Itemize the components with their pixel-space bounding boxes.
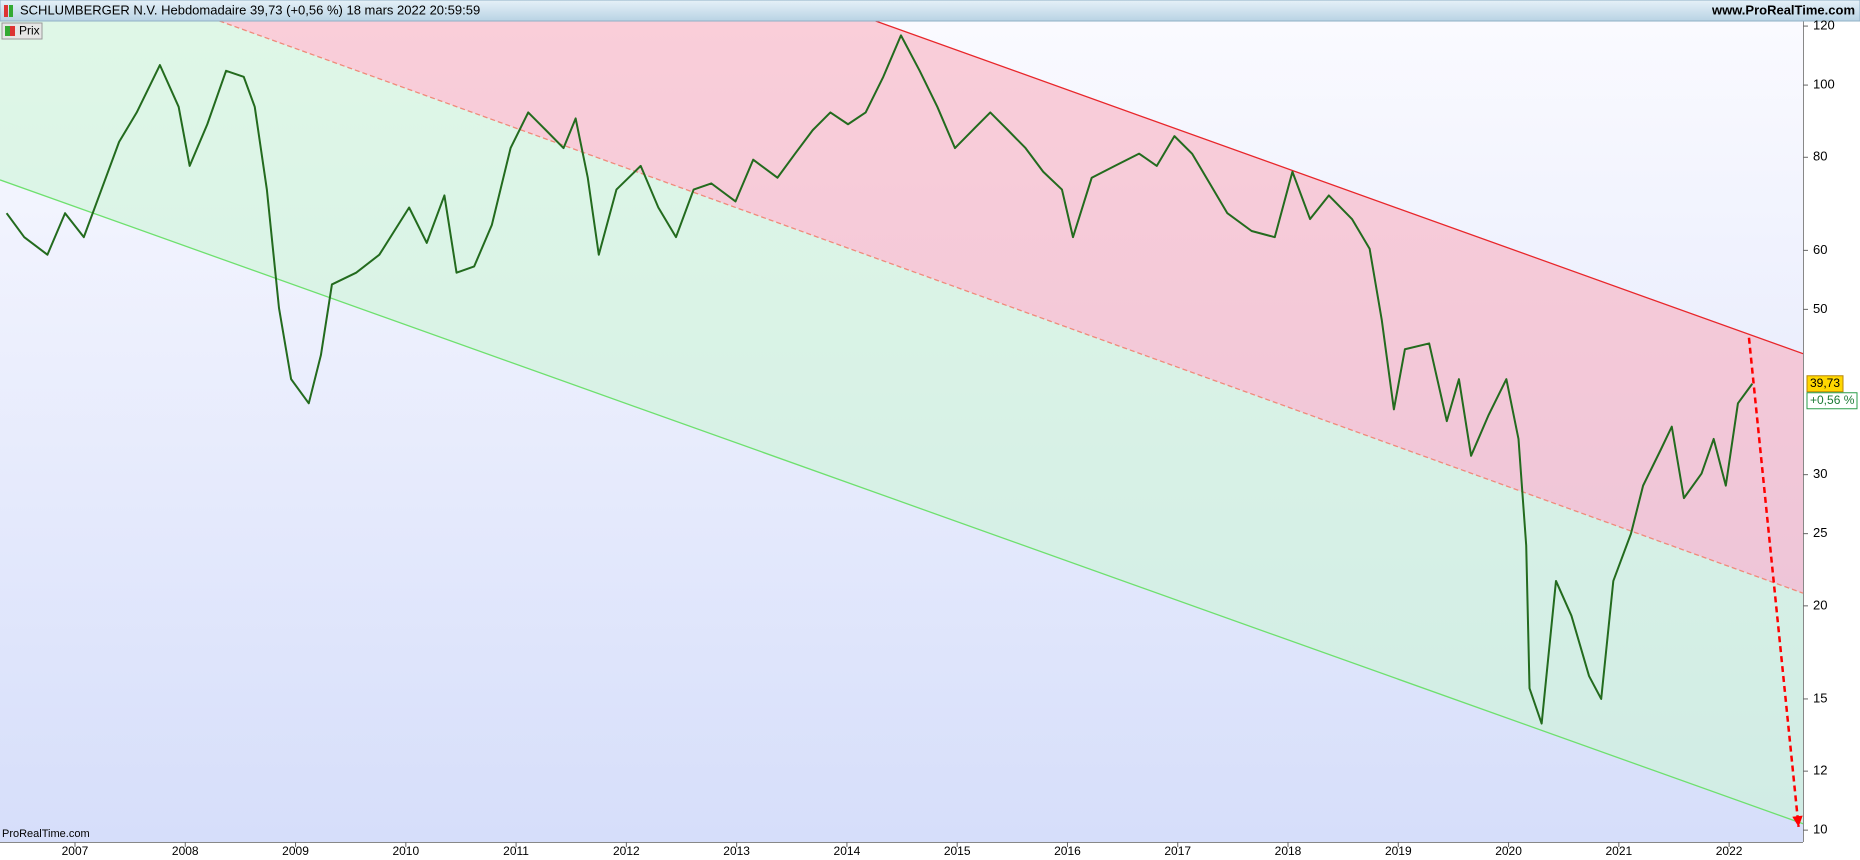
x-tick-label: 2021 [1605, 844, 1632, 858]
y-tick-label: 100 [1813, 77, 1835, 92]
channel-band [0, 21, 1803, 824]
channel-line [219, 21, 1803, 594]
x-tick-label: 2022 [1716, 844, 1743, 858]
title-bar [0, 0, 1860, 22]
x-tick-label: 2020 [1495, 844, 1522, 858]
arrow-head [1792, 815, 1803, 827]
x-tick-label: 2010 [392, 844, 419, 858]
site-link[interactable]: www.ProRealTime.com [1711, 2, 1855, 17]
logo-icon [4, 5, 8, 17]
last-price-label: 39,73 [1810, 376, 1840, 390]
y-tick-label: 10 [1813, 822, 1827, 837]
y-tick-label: 80 [1813, 149, 1827, 164]
x-tick-label: 2011 [503, 844, 529, 858]
x-tick-label: 2008 [172, 844, 199, 858]
legend-icon [10, 26, 15, 36]
change-label: +0,56 % [1810, 393, 1855, 407]
y-tick-label: 15 [1813, 690, 1827, 705]
chart-title: SCHLUMBERGER N.V. Hebdomadaire 39,73 (+0… [20, 2, 480, 17]
x-tick-label: 2016 [1054, 844, 1081, 858]
x-tick-label: 2009 [282, 844, 309, 858]
change-badge [1806, 392, 1858, 410]
legend-label: Prix [19, 24, 40, 38]
y-axis-background [1803, 21, 1860, 860]
x-tick-label: 2012 [613, 844, 640, 858]
channel-line [875, 21, 1803, 355]
y-tick-label: 50 [1813, 301, 1827, 316]
price-line [5, 34, 1754, 725]
x-tick-label: 2014 [834, 844, 861, 858]
x-tick-label: 2018 [1275, 844, 1302, 858]
projection-arrow [1747, 337, 1800, 828]
legend: Prix [1, 22, 43, 40]
y-tick-label: 60 [1813, 242, 1827, 257]
y-tick-label: 120 [1813, 18, 1835, 33]
x-tick-label: 2017 [1164, 844, 1191, 858]
channel-line [0, 179, 1803, 825]
x-tick-label: 2019 [1385, 844, 1412, 858]
y-tick-label: 25 [1813, 525, 1827, 540]
y-tick-label: 12 [1813, 763, 1827, 778]
logo-icon [9, 5, 13, 17]
x-axis-background [0, 842, 1803, 860]
y-tick-label: 30 [1813, 466, 1827, 481]
x-tick-label: 2013 [723, 844, 750, 858]
x-tick-label: 2015 [944, 844, 971, 858]
legend-icon [5, 26, 10, 36]
x-tick-label: 2007 [62, 844, 89, 858]
y-tick-label: 20 [1813, 597, 1827, 612]
watermark: ProRealTime.com [2, 828, 90, 840]
last-price-badge [1806, 375, 1844, 393]
